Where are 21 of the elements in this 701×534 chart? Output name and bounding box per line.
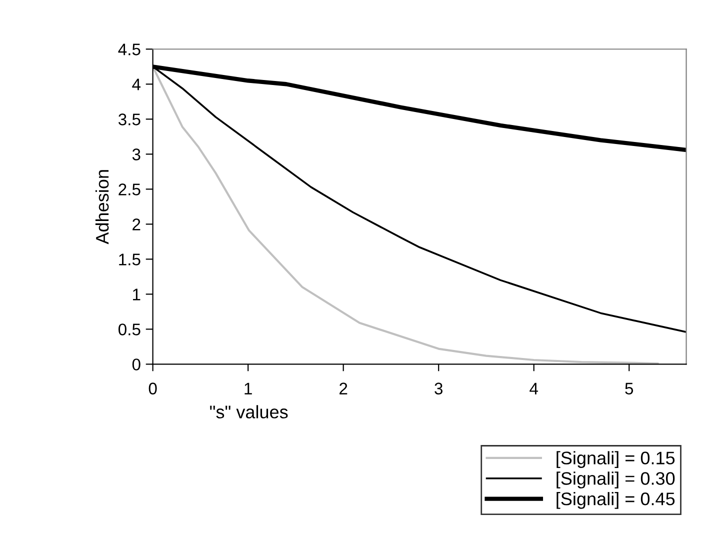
x-tick-label: 5: [625, 382, 634, 394]
x-axis-title: "s" values: [210, 405, 288, 418]
legend-label: [Signali] = 0.15: [556, 451, 675, 468]
x-tick-label: 2: [340, 382, 348, 394]
y-tick-label: 4.5: [118, 44, 140, 56]
y-tick-label: 2: [132, 218, 140, 230]
y-tick-label: 3: [132, 148, 140, 160]
x-tick-label: 1: [244, 382, 252, 394]
y-tick-label: 1: [133, 288, 140, 300]
x-tick-label: 4: [530, 382, 538, 394]
y-tick-label: 2.5: [118, 184, 140, 196]
legend-label: [Signali] = 0.30: [556, 472, 675, 488]
y-tick-label: 3.5: [118, 114, 140, 126]
x-tick-label: 0: [148, 382, 157, 394]
x-tick-label: 3: [434, 382, 443, 394]
y-tick-label: 4: [132, 78, 141, 90]
y-tick-label: 0.5: [118, 324, 140, 336]
y-tick-label: 0: [132, 358, 140, 370]
y-tick-label: 1.5: [119, 254, 140, 266]
y-axis-title: Adhesion: [95, 170, 109, 244]
legend-label: [Signali] = 0.45: [556, 492, 675, 509]
